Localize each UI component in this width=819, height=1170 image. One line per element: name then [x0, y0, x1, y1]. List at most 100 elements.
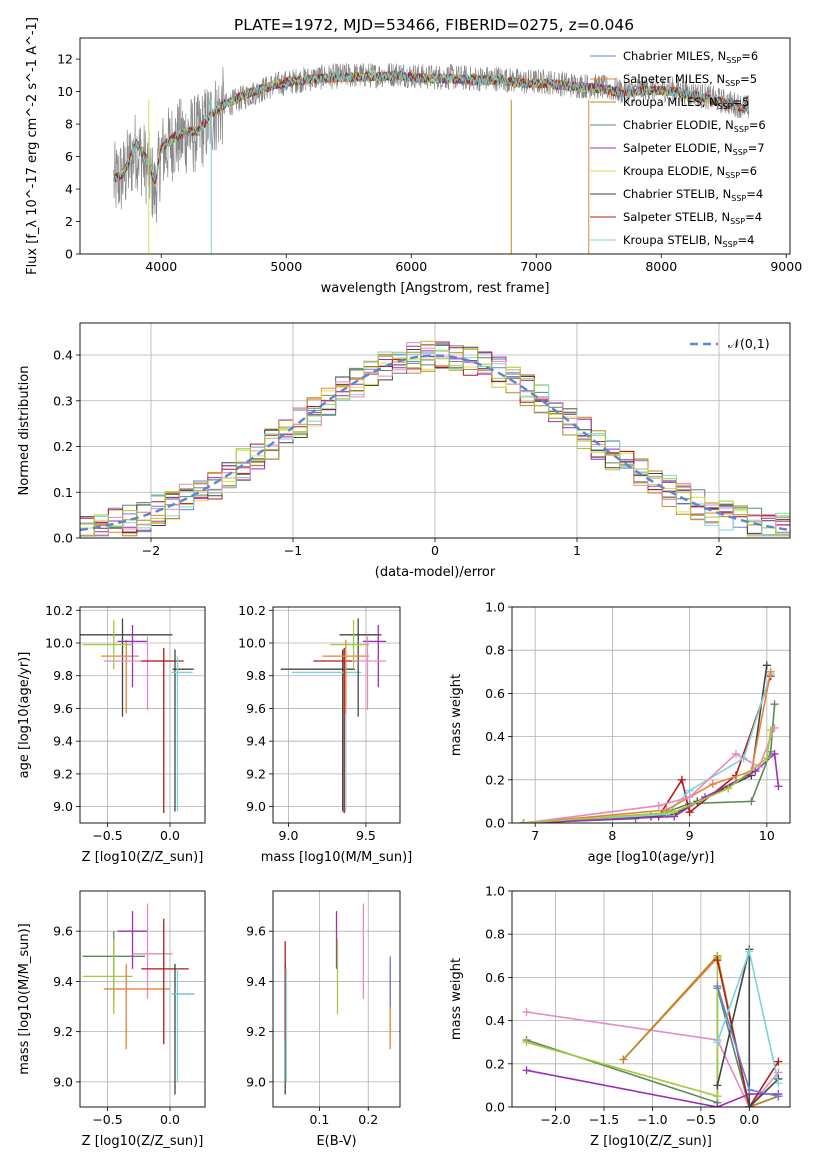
y-tick-label: 9.0 [53, 1074, 73, 1089]
y-tick-label: 4 [65, 182, 73, 197]
x-axis-label: (data-model)/error [375, 565, 496, 580]
y-tick-label: 10.0 [238, 636, 266, 651]
x-axis-label: age [log10(age/yr)] [588, 850, 715, 865]
plot-area-weight_vs_Z [522, 945, 783, 1107]
panel-mass_vs_Z: −0.5 0.0 9.0 9.2 9.4 9.6 Z [log10(Z/Z_sun)] mas… [17, 890, 206, 1149]
figure-title: PLATE=1972, MJD=53466, FIBERID=0275, z=0… [234, 16, 634, 34]
x-tick-label: −2.0 [540, 1112, 570, 1127]
x-tick-label: 2 [715, 543, 723, 558]
y-tick-label: 0.0 [485, 1100, 505, 1115]
plot-area-mass_vs_EBV [284, 903, 391, 1095]
weight-marker [745, 1085, 754, 1094]
x-tick-label: −0.5 [686, 1112, 716, 1127]
error-bar-point [291, 656, 362, 812]
x-tick-label: 0.0 [160, 1112, 180, 1127]
y-tick-label: 9.2 [53, 1024, 73, 1039]
x-tick-label: −0.5 [92, 1112, 122, 1127]
x-tick-label: 8 [608, 828, 616, 843]
y-axis-label: mass [log10(M/M_sun)] [17, 923, 32, 1075]
chart-layer: 4000 5000 6000 7000 8000 9000024681012wavelen… [17, 17, 802, 1149]
weight-marker [677, 775, 686, 784]
plot-area-mass_vs_Z [82, 903, 195, 1095]
weight-marker [713, 1103, 722, 1107]
weight-marker [774, 782, 783, 791]
weight-marker [713, 1081, 722, 1090]
y-tick-label: 0.2 [53, 439, 73, 454]
weight-marker [713, 982, 722, 991]
histogram-step [80, 340, 790, 537]
weight-marker [770, 749, 779, 758]
weight-line [523, 673, 772, 823]
y-tick-label: 0.8 [485, 927, 505, 942]
weight-line [526, 1011, 780, 1107]
error-bar-point [82, 938, 133, 1015]
x-tick-label: −1.5 [589, 1112, 619, 1127]
weight-marker [774, 1092, 783, 1101]
y-axis-label: mass weight [449, 958, 464, 1040]
y-tick-label: 9.0 [246, 799, 266, 814]
x-tick-label: 9.5 [356, 828, 376, 843]
x-tick-label: 8000 [645, 259, 677, 274]
weight-marker [685, 808, 694, 817]
weight-marker [731, 749, 740, 758]
weight-marker [522, 1038, 531, 1047]
legend-label: Chabrier STELIB, NSSP=4 [623, 187, 763, 203]
y-tick-label: 9.2 [246, 1024, 266, 1039]
x-axis-label: E(B-V) [316, 1134, 356, 1149]
error-bar-point [103, 963, 170, 1050]
error-bar-point [362, 625, 387, 688]
y-tick-label: 0.4 [53, 348, 73, 363]
error-bar-point [171, 968, 195, 1082]
spectrum-model-line [113, 69, 749, 184]
plot-area-age_vs_mass [280, 618, 387, 814]
axes-frame [79, 322, 791, 539]
weight-marker [770, 700, 779, 709]
error-bar-point [322, 639, 370, 714]
x-tick-label: 0 [431, 543, 439, 558]
weight-line [716, 959, 780, 1107]
x-tick-label: −1 [284, 543, 302, 558]
y-tick-label: 10.2 [238, 603, 266, 618]
weight-marker [708, 780, 717, 789]
axes-frame [272, 890, 401, 1108]
panel-age_vs_Z: −0.5 0.0 9.0 9.2 9.4 9.6 9.8 10.0 10.2 Z [log10(Z… [17, 603, 206, 865]
y-tick-label: 12 [57, 52, 73, 67]
y-tick-label: 0.3 [53, 393, 73, 408]
x-tick-label: 0.0 [739, 1112, 759, 1127]
weight-line [523, 727, 776, 823]
weight-marker [745, 947, 754, 956]
spectrum-model-line [113, 70, 749, 184]
x-tick-label: 7 [531, 828, 539, 843]
y-tick-label: 1.0 [485, 884, 505, 899]
error-bar-point [171, 656, 193, 812]
y-tick-label: 9.2 [53, 766, 73, 781]
error-bar-point [132, 903, 173, 999]
panel-spectrum: 4000 5000 6000 7000 8000 9000 0 2 4 6 8 10 12 wavelen… [25, 17, 802, 296]
y-tick-label: 9.4 [53, 974, 73, 989]
error-bar-point [172, 649, 194, 812]
x-axis-label: wavelength [Angstrom, rest frame] [321, 281, 550, 296]
legend-label: 𝒩(0,1) [728, 336, 770, 351]
y-tick-label: 0 [65, 247, 73, 262]
weight-marker [774, 1079, 783, 1088]
y-tick-label: 2 [65, 214, 73, 229]
weight-marker [724, 784, 733, 793]
axes-frame [79, 890, 206, 1108]
weight-marker [762, 661, 771, 670]
plot-area-spectrum [113, 62, 749, 254]
y-tick-label: 0.6 [485, 686, 505, 701]
y-tick-label: 0.6 [485, 970, 505, 985]
weight-line [526, 957, 751, 1107]
weight-line [523, 704, 776, 823]
weight-marker [766, 667, 775, 676]
y-tick-label: 9.8 [53, 668, 73, 683]
weight-line [523, 665, 768, 823]
weight-marker [670, 808, 679, 817]
error-bar-point [141, 918, 189, 1045]
x-tick-label: 0.0 [160, 828, 180, 843]
y-tick-label: 9.4 [246, 734, 266, 749]
y-axis-label: Flux [f_λ 10^-17 erg cm^-2 s^-1 A^-1] [25, 17, 40, 275]
y-tick-label: 0.8 [485, 643, 505, 658]
y-tick-label: 10 [57, 84, 73, 99]
